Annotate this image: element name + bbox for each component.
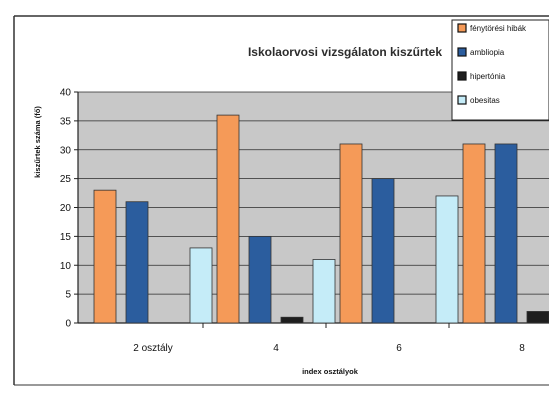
legend-swatch: [457, 47, 467, 57]
bar: [216, 114, 240, 324]
legend-label: hipertónia: [470, 72, 506, 81]
bar: [125, 201, 149, 324]
legend-label: ambliopia: [470, 48, 505, 57]
bar: [312, 259, 336, 324]
bar: [248, 235, 272, 324]
legend-label: obesitas: [470, 96, 500, 105]
y-tick-label: 20: [60, 203, 72, 214]
x-category-label: 6: [396, 343, 402, 354]
legend-label: fénytörési hibák: [470, 24, 527, 33]
chart-title: Iskolaorvosi vizsgálaton kiszűrtek: [248, 45, 442, 59]
legend-box: [451, 19, 549, 121]
x-category-label: 8: [519, 343, 525, 354]
bar: [339, 143, 363, 324]
x-category-label: 4: [273, 343, 279, 354]
bars: [93, 114, 549, 324]
y-tick-label: 25: [60, 174, 72, 185]
bar: [526, 311, 549, 324]
legend-swatch: [457, 71, 467, 81]
x-category-labels: 2 osztály 4 6 8: [133, 323, 525, 354]
y-axis-label: kiszűrtek száma (fő): [33, 106, 42, 178]
y-tick-label: 5: [65, 290, 71, 301]
y-tick-label: 40: [60, 88, 72, 99]
bar: [435, 195, 459, 324]
legend-swatch: [457, 23, 467, 33]
legend: fénytörési hibák ambliopia hipertónia obesi…: [451, 19, 549, 121]
x-category-label: 2 osztály: [133, 343, 172, 354]
y-tick-label: 15: [60, 232, 72, 243]
bar: [93, 189, 117, 324]
bar: [280, 316, 304, 324]
y-tick-label: 0: [65, 319, 71, 330]
y-tick-label: 30: [60, 145, 72, 156]
bar: [189, 247, 213, 324]
y-tick-labels: 0 5 10 15 20 25 30 35 40: [60, 88, 72, 330]
bar: [494, 143, 518, 324]
y-tick-label: 10: [60, 261, 72, 272]
y-tick-label: 35: [60, 116, 72, 127]
x-axis-label: index osztályok: [302, 367, 359, 376]
bar: [371, 178, 395, 324]
legend-swatch: [457, 95, 467, 105]
bar: [462, 143, 486, 324]
